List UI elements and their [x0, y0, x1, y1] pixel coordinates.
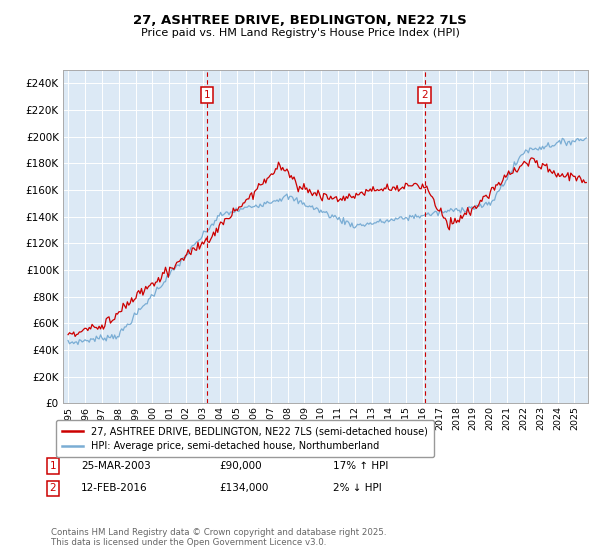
Text: 27, ASHTREE DRIVE, BEDLINGTON, NE22 7LS: 27, ASHTREE DRIVE, BEDLINGTON, NE22 7LS — [133, 14, 467, 27]
Text: Price paid vs. HM Land Registry's House Price Index (HPI): Price paid vs. HM Land Registry's House … — [140, 28, 460, 38]
Text: £90,000: £90,000 — [219, 461, 262, 471]
Text: 2% ↓ HPI: 2% ↓ HPI — [333, 483, 382, 493]
Text: 25-MAR-2003: 25-MAR-2003 — [81, 461, 151, 471]
Text: 1: 1 — [49, 461, 56, 471]
Text: £134,000: £134,000 — [219, 483, 268, 493]
Text: Contains HM Land Registry data © Crown copyright and database right 2025.
This d: Contains HM Land Registry data © Crown c… — [51, 528, 386, 547]
Text: 12-FEB-2016: 12-FEB-2016 — [81, 483, 148, 493]
Text: 1: 1 — [203, 90, 210, 100]
Text: 17% ↑ HPI: 17% ↑ HPI — [333, 461, 388, 471]
Text: 2: 2 — [49, 483, 56, 493]
Text: 2: 2 — [421, 90, 428, 100]
Legend: 27, ASHTREE DRIVE, BEDLINGTON, NE22 7LS (semi-detached house), HPI: Average pric: 27, ASHTREE DRIVE, BEDLINGTON, NE22 7LS … — [56, 421, 434, 457]
